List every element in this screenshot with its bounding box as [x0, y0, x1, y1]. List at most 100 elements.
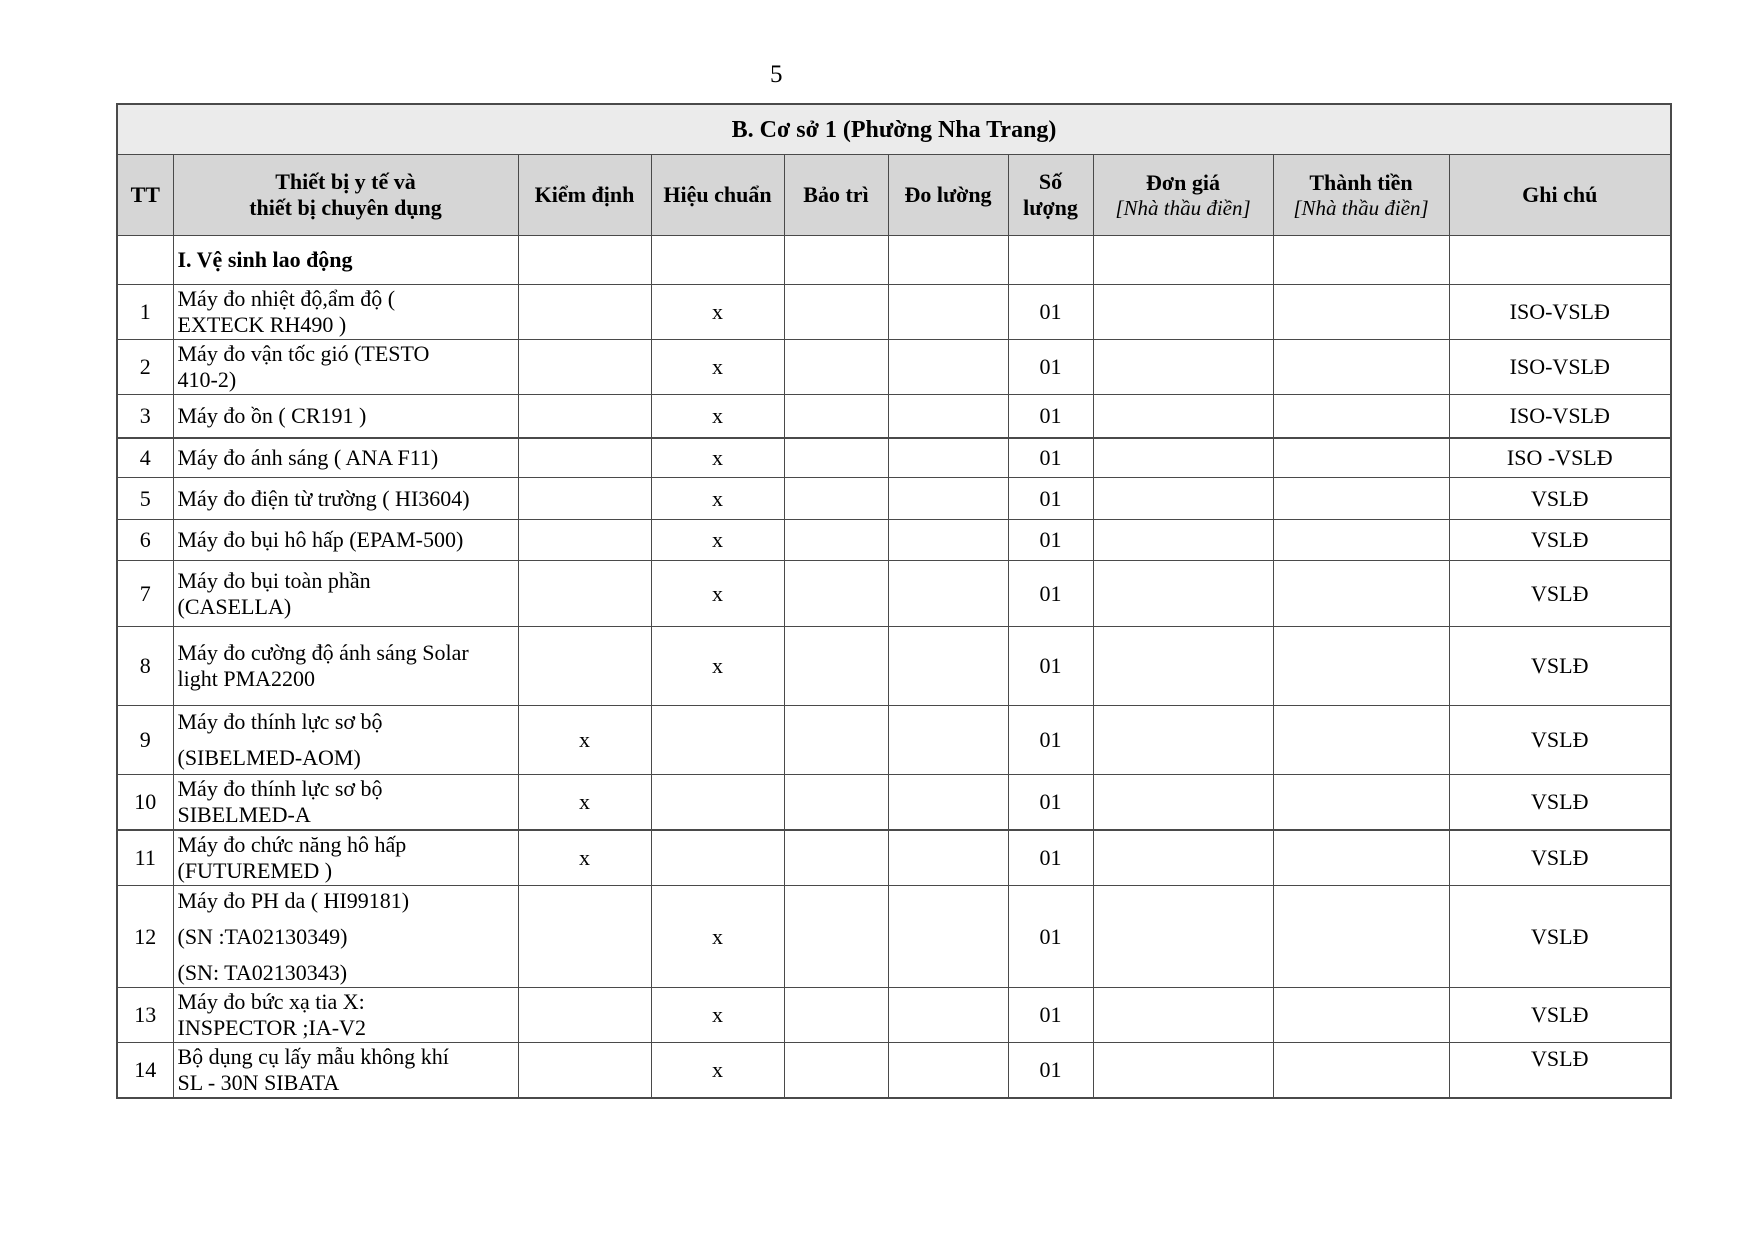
hieu-chuan-cell: x	[650, 626, 785, 706]
so-luong-cell: 01	[1007, 477, 1094, 520]
col-header-do-luong: Đo lường	[887, 154, 1009, 236]
hieu-chuan-cell: x	[650, 437, 785, 478]
table-row: 7 Máy đo bụi toàn phần (CASELLA) x 01 VSLĐ	[116, 560, 1672, 627]
kiem-dinh-cell	[517, 339, 652, 395]
thanh-tien-cell	[1272, 477, 1450, 520]
so-luong-cell: 01	[1007, 987, 1094, 1043]
kiem-dinh-cell	[517, 394, 652, 439]
thanh-tien-cell	[1272, 560, 1450, 627]
table-row: 8 Máy đo cường độ ánh sáng Solar light PMA…	[116, 626, 1672, 706]
device-cell: Máy đo bụi toàn phần (CASELLA)	[172, 560, 519, 627]
col-header-tt: TT	[116, 154, 174, 236]
device-cell: Máy đo ồn ( CR191 )	[172, 394, 519, 439]
so-luong-cell: 01	[1007, 885, 1094, 988]
do-luong-cell	[887, 560, 1009, 627]
device-cell: Bộ dụng cụ lấy mẫu không khí SL - 30N SIB…	[172, 1042, 519, 1099]
device-line: Máy đo bức xạ tia X:	[177, 989, 365, 1014]
device-cell: Máy đo bức xạ tia X: INSPECTOR ;IA-V2	[172, 987, 519, 1043]
kiem-dinh-cell: x	[517, 829, 652, 886]
device-line: Máy đo PH da ( HI99181)	[177, 887, 410, 913]
do-luong-cell	[887, 987, 1009, 1043]
device-cell: Máy đo bụi hô hấp (EPAM-500)	[172, 519, 519, 561]
device-lines: Máy đo bức xạ tia X: INSPECTOR ;IA-V2	[174, 989, 517, 1042]
ghi-chu-cell: VSLĐ	[1448, 987, 1672, 1043]
device-lines: Máy đo ánh sáng ( ANA F11)	[174, 444, 517, 472]
do-luong-cell	[887, 235, 1009, 285]
hieu-chuan-cell	[650, 829, 785, 886]
facility-title: B. Cơ sở 1 (Phường Nha Trang)	[116, 103, 1672, 155]
col-header-thanh-tien-subtitle: [Nhà thầu điền]	[1293, 195, 1429, 220]
table-row: 14 Bộ dụng cụ lấy mẫu không khí SL - 30N S…	[116, 1042, 1672, 1099]
device-line: Máy đo ồn ( CR191 )	[177, 402, 367, 428]
device-line: Máy đo cường độ ánh sáng Solar	[177, 640, 469, 665]
don-gia-cell	[1092, 519, 1274, 561]
ghi-chu-cell	[1448, 235, 1672, 285]
ghi-chu-cell: ISO-VSLĐ	[1448, 339, 1672, 395]
don-gia-cell	[1092, 284, 1274, 340]
do-luong-cell	[887, 477, 1009, 520]
ghi-chu-cell: ISO-VSLĐ	[1448, 284, 1672, 340]
table-banner-row: B. Cơ sở 1 (Phường Nha Trang)	[116, 103, 1672, 155]
thanh-tien-cell	[1272, 1042, 1450, 1099]
kiem-dinh-cell	[517, 437, 652, 478]
bao-tri-cell	[783, 885, 889, 988]
hieu-chuan-cell: x	[650, 284, 785, 340]
device-line: Máy đo thính lực sơ bộ	[177, 709, 383, 734]
device-line: (SIBELMED-AOM)	[177, 745, 361, 770]
bao-tri-cell	[783, 235, 889, 285]
kiem-dinh-cell	[517, 987, 652, 1043]
device-line: Máy đo bụi hô hấp (EPAM-500)	[177, 527, 464, 552]
ghi-chu-cell: VSLĐ	[1448, 774, 1672, 831]
don-gia-cell	[1092, 339, 1274, 395]
device-lines: Máy đo bụi hô hấp (EPAM-500)	[174, 526, 517, 554]
hieu-chuan-cell	[650, 235, 785, 285]
device-line: (FUTUREMED )	[177, 858, 333, 883]
col-header-kiem-dinh: Kiểm định	[517, 154, 652, 236]
ghi-chu-cell: VSLĐ	[1448, 560, 1672, 627]
kiem-dinh-cell: x	[517, 705, 652, 775]
do-luong-cell	[887, 705, 1009, 775]
device-cell: Máy đo điện từ trường ( HI3604)	[172, 477, 519, 520]
device-line: 410-2)	[177, 367, 237, 392]
device-cell: Máy đo ánh sáng ( ANA F11)	[172, 437, 519, 478]
don-gia-cell	[1092, 774, 1274, 831]
hieu-chuan-cell: x	[650, 885, 785, 988]
device-lines: Máy đo nhiệt độ,ẩm độ (EXTECK RH490 )	[174, 286, 517, 339]
tt-cell: 9	[116, 705, 174, 775]
col-header-thanh-tien: Thành tiền [Nhà thầu điền]	[1272, 154, 1450, 236]
device-cell: Máy đo cường độ ánh sáng Solar light PMA2…	[172, 626, 519, 706]
device-lines: Máy đo cường độ ánh sáng Solar light PMA2…	[174, 639, 517, 693]
don-gia-cell	[1092, 705, 1274, 775]
do-luong-cell	[887, 774, 1009, 831]
table-row: 3 Máy đo ồn ( CR191 ) x 01 ISO-VSLĐ	[116, 394, 1672, 439]
kiem-dinh-cell: x	[517, 774, 652, 831]
table-row: 2 Máy đo vận tốc gió (TESTO 410-2) x 01 ISO-V…	[116, 339, 1672, 395]
col-header-thanh-tien-title: Thành tiền	[1309, 169, 1413, 195]
table-row: 5 Máy đo điện từ trường ( HI3604) x 01 VSLĐ	[116, 477, 1672, 520]
don-gia-cell	[1092, 626, 1274, 706]
do-luong-cell	[887, 885, 1009, 988]
thanh-tien-cell	[1272, 339, 1450, 395]
device-line: Máy đo nhiệt độ,ẩm độ (	[177, 286, 396, 311]
ghi-chu-cell: VSLĐ	[1448, 829, 1672, 886]
so-luong-cell: 01	[1007, 774, 1094, 831]
thanh-tien-cell	[1272, 626, 1450, 706]
kiem-dinh-cell	[517, 626, 652, 706]
tt-cell: 13	[116, 987, 174, 1043]
table-row: 1 Máy đo nhiệt độ,ẩm độ (EXTECK RH490 ) x 0…	[116, 284, 1672, 340]
device-lines: Máy đo PH da ( HI99181) (SN :TA02130349) (…	[174, 887, 517, 987]
don-gia-cell	[1092, 560, 1274, 627]
bao-tri-cell	[783, 987, 889, 1043]
so-luong-cell: 01	[1007, 560, 1094, 627]
don-gia-cell	[1092, 987, 1274, 1043]
col-header-don-gia: Đơn giá [Nhà thầu điền]	[1092, 154, 1274, 236]
device-line: Máy đo chức năng hô hấp	[177, 832, 407, 857]
col-header-device-line1: Thiết bị y tế và	[275, 169, 416, 194]
tt-cell	[116, 235, 174, 285]
hieu-chuan-cell: x	[650, 560, 785, 627]
do-luong-cell	[887, 519, 1009, 561]
tt-cell: 6	[116, 519, 174, 561]
device-lines: Máy đo thính lực sơ bộ (SIBELMED-AOM)	[174, 708, 517, 772]
device-cell: Máy đo PH da ( HI99181) (SN :TA02130349) (…	[172, 885, 519, 988]
ghi-chu-cell: VSLĐ	[1448, 626, 1672, 706]
